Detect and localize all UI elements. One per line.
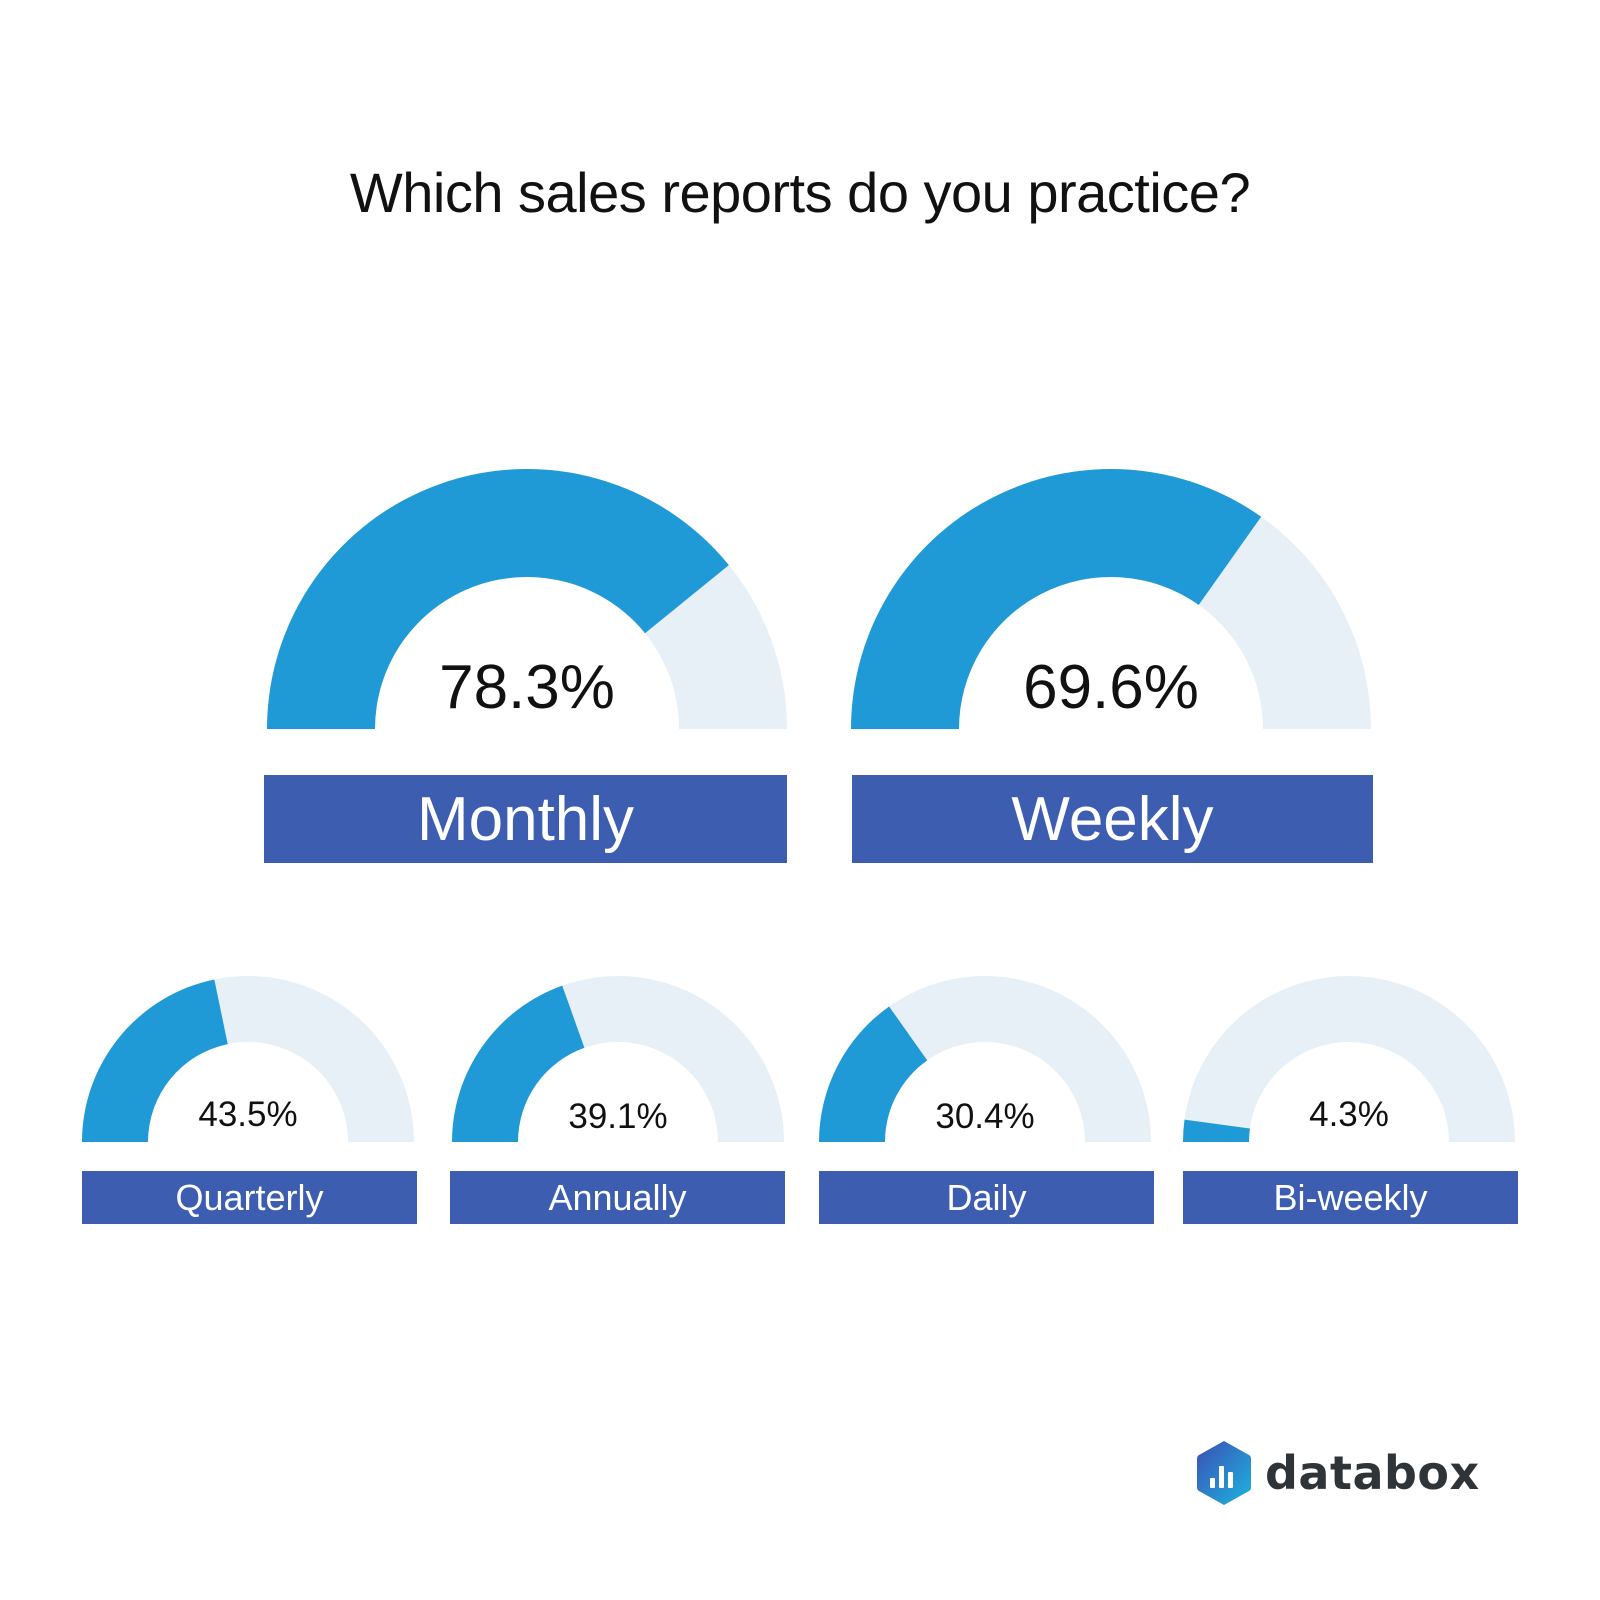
gauge-track [214,976,414,1142]
gauge-fill [82,979,228,1142]
gauge-annually [452,976,784,1142]
gauge-label-text: Daily [946,1176,1027,1218]
gauge-value-weekly: 69.6% [1023,653,1199,722]
gauge-label-weekly: Weekly [852,775,1373,863]
gauge-track [1184,975,1515,1142]
gauge-track [1198,516,1371,729]
gauge-weekly [851,468,1371,729]
gauge-fill [267,469,729,729]
gauge-track [889,975,1151,1142]
gauge-fill [452,985,585,1142]
gauge-track [645,565,787,729]
logo-text: databox [1265,1446,1480,1500]
gauge-fill [1183,1119,1250,1142]
gauge-label-quarterly: Quarterly [82,1171,417,1224]
gauge-value-biweekly: 4.3% [1309,1095,1389,1134]
databox-logo: databox [1197,1440,1480,1506]
gauge-value-monthly: 78.3% [439,653,615,722]
gauge-label-daily: Daily [819,1171,1154,1224]
gauge-label-text: Quarterly [175,1176,324,1218]
gauge-fill [851,468,1262,729]
gauge-quarterly [82,976,414,1142]
gauge-daily [819,975,1151,1142]
chart-title: Which sales reports do you practice? [349,161,1251,224]
gauge-value-quarterly: 43.5% [198,1095,298,1134]
gauge-track [562,976,784,1142]
gauge-biweekly [1183,975,1515,1142]
gauge-label-monthly: Monthly [264,775,787,863]
gauge-value-annually: 39.1% [568,1097,668,1136]
gauge-value-daily: 30.4% [935,1097,1035,1136]
gauge-fill [819,1006,928,1142]
gauge-label-text: Annually [548,1176,687,1218]
gauge-label-text: Weekly [1011,784,1214,854]
gauge-label-text: Monthly [416,784,635,854]
gauge-label-text: Bi-weekly [1273,1176,1428,1218]
gauge-monthly [267,469,787,729]
gauge-label-annually: Annually [450,1171,785,1224]
gauge-label-biweekly: Bi-weekly [1183,1171,1518,1224]
databox-hexagon-bar-chart-icon [1197,1441,1251,1505]
